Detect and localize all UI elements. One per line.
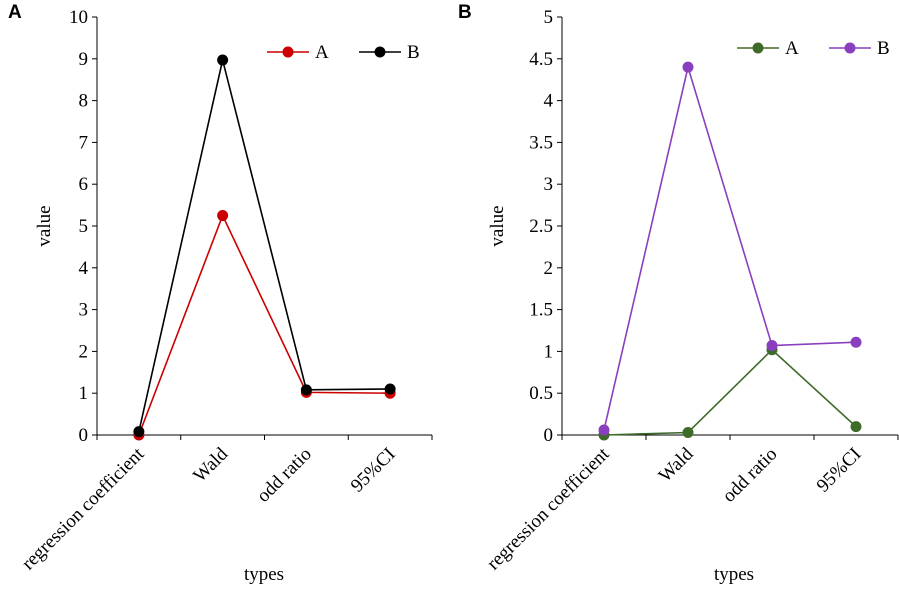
data-point bbox=[300, 384, 312, 396]
series-line-b bbox=[138, 59, 391, 432]
chart-panel-a: A value types 0 1 2 3 4 5 6 7 8 9 10 regression coe… bbox=[8, 2, 433, 585]
y-tick-label: 0 bbox=[544, 425, 554, 446]
data-point bbox=[133, 426, 145, 438]
legend-label: A bbox=[785, 38, 799, 59]
y-tick-label: 1 bbox=[79, 383, 89, 404]
y-tick-label: 6 bbox=[79, 174, 89, 195]
panel-label: A bbox=[8, 2, 22, 23]
chart-panel-b: B value types 0 0.5 1 1.5 2 2.5 3 3.5 4 4.5 5 regre… bbox=[458, 2, 899, 585]
y-tick-label: 4 bbox=[544, 91, 554, 112]
y-tick-label: 3 bbox=[544, 174, 554, 195]
y-tick-label: 5 bbox=[79, 216, 89, 237]
legend-marker bbox=[752, 42, 764, 54]
data-point bbox=[766, 340, 778, 352]
data-point bbox=[217, 210, 229, 222]
data-point bbox=[217, 54, 229, 66]
data-point bbox=[682, 61, 694, 73]
x-tick-label: odd ratio bbox=[253, 444, 316, 507]
x-tick-label: Wald bbox=[655, 443, 698, 486]
x-axis-title: types bbox=[244, 564, 284, 585]
x-tick-label: regression coefficient bbox=[483, 443, 614, 574]
legend-label: A bbox=[315, 42, 329, 63]
x-tick-label: regression coefficient bbox=[18, 443, 149, 574]
y-tick-label: 1.5 bbox=[529, 300, 553, 321]
legend-marker bbox=[844, 42, 856, 54]
panel-label: B bbox=[458, 2, 472, 23]
y-tick-label: 4 bbox=[79, 258, 89, 279]
legend-marker bbox=[282, 46, 294, 58]
y-tick-label: 2 bbox=[544, 258, 554, 279]
series-line-a bbox=[603, 348, 857, 436]
x-axis-title: types bbox=[714, 564, 754, 585]
y-axis-title: value bbox=[34, 205, 55, 246]
data-point bbox=[850, 336, 862, 348]
x-tick-label: odd ratio bbox=[719, 444, 782, 507]
x-tick-label: 95%CI bbox=[347, 444, 400, 497]
y-tick-label: 2.5 bbox=[529, 216, 553, 237]
data-point bbox=[850, 421, 862, 433]
y-tick-label: 8 bbox=[79, 91, 89, 112]
data-point bbox=[598, 424, 610, 436]
series-line-a bbox=[138, 213, 391, 436]
y-tick-label: 0 bbox=[79, 425, 89, 446]
y-tick-label: 3.5 bbox=[529, 132, 553, 153]
y-axis-title: value bbox=[487, 205, 508, 246]
y-tick-label: 5 bbox=[544, 7, 554, 28]
y-tick-label: 4.5 bbox=[529, 49, 553, 70]
x-tick-label: Wald bbox=[189, 443, 232, 486]
legend-label: B bbox=[407, 42, 420, 63]
x-tick-label: 95%CI bbox=[813, 444, 866, 497]
y-tick-label: 10 bbox=[69, 7, 88, 28]
series-line-b bbox=[603, 64, 857, 431]
y-tick-label: 9 bbox=[79, 49, 89, 70]
y-tick-label: 0.5 bbox=[529, 383, 553, 404]
y-tick-label: 1 bbox=[544, 341, 554, 362]
y-tick-label: 7 bbox=[79, 132, 89, 153]
legend-label: B bbox=[877, 38, 890, 59]
y-tick-label: 2 bbox=[79, 341, 89, 362]
legend-marker bbox=[374, 46, 386, 58]
data-point bbox=[384, 383, 396, 395]
y-tick-label: 3 bbox=[79, 300, 89, 321]
data-point bbox=[682, 426, 694, 438]
